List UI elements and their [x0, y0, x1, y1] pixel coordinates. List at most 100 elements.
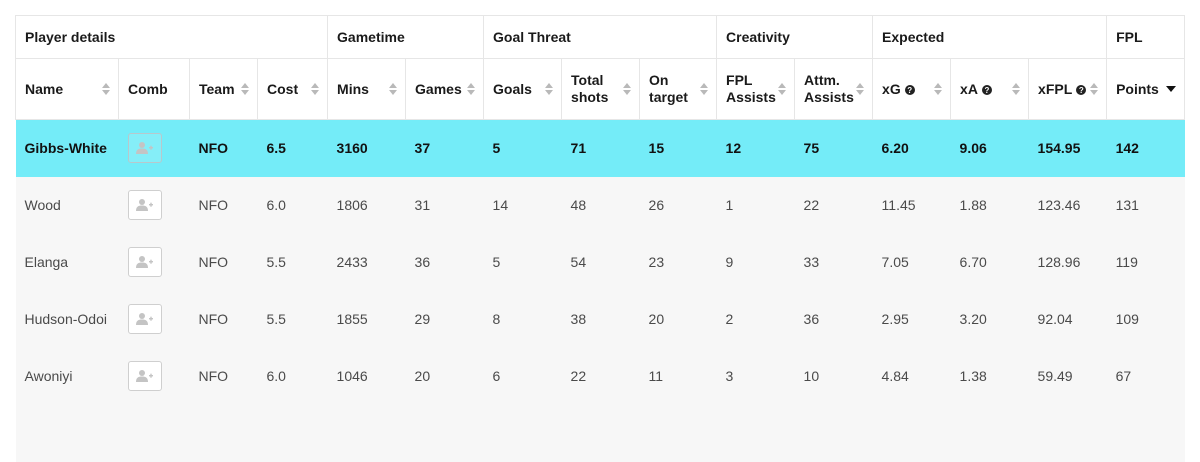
add-user-button[interactable] — [127, 190, 162, 220]
add-user-icon — [135, 370, 153, 382]
col-header-comb: Comb — [118, 58, 190, 120]
col-header-xa[interactable]: xA? — [950, 58, 1030, 120]
col-header-attm-assists[interactable]: Attm. Assists — [794, 58, 874, 120]
cell-comb — [119, 177, 190, 234]
cell-name — [16, 405, 119, 462]
col-header-total-shots[interactable]: Total shots — [561, 58, 641, 120]
cell-name: Awoniyi — [24, 368, 73, 384]
sort-arrows-icon[interactable] — [389, 83, 398, 95]
cell-fpl-assists: 9 — [725, 254, 734, 270]
cell-cost: 5.5 — [266, 311, 286, 327]
add-user-icon — [135, 199, 153, 211]
cell-goals: 14 — [492, 197, 509, 213]
column-group-header-row: Player details Gametime Goal Threat Crea… — [14, 15, 1186, 59]
col-header-xg[interactable]: xG? — [872, 58, 952, 120]
cell-games: 37 — [414, 140, 431, 157]
cell-fpl-assists: 3 — [725, 368, 734, 384]
add-user-button[interactable] — [127, 304, 162, 334]
group-goal-threat: Goal Threat — [483, 15, 718, 59]
col-label-xa: xA — [960, 80, 978, 97]
cell-fpl-assists — [717, 405, 795, 462]
cell-points — [1107, 405, 1185, 462]
sort-arrows-icon[interactable] — [700, 83, 709, 95]
sort-arrows-icon[interactable] — [623, 83, 632, 95]
col-header-on-target[interactable]: On target — [639, 58, 718, 120]
cell-goals: 8 — [492, 311, 501, 327]
col-label-fpl-assists-line1: FPL — [726, 72, 753, 88]
add-user-button[interactable] — [127, 133, 162, 164]
col-header-team[interactable]: Team — [189, 58, 258, 120]
col-label-goals: Goals — [493, 80, 532, 97]
cell-on-target: 26 — [648, 197, 665, 213]
player-stats-table: Player details Gametime Goal Threat Crea… — [14, 15, 1186, 462]
cell-points: 119 — [1115, 254, 1138, 270]
sort-arrows-icon[interactable] — [102, 83, 110, 95]
col-label-total-shots-line1: Total — [571, 72, 604, 88]
cell-mins: 1046 — [336, 368, 368, 384]
cell-cost: 5.5 — [266, 254, 286, 270]
col-label-attm-assists-line1: Attm. — [804, 72, 840, 88]
sort-descending-icon[interactable] — [1166, 86, 1177, 92]
col-label-fpl-assists: FPL Assists — [726, 72, 776, 106]
col-label-xg: xG — [882, 80, 901, 97]
table-row[interactable]: Gibbs-White NFO 6.5 3160 37 5 71 15 12 75 6.20 9.06… — [15, 119, 1185, 177]
table-row[interactable]: Awoniyi NFO 6.0 1046 20 6 22 11 3 10 4.84 1.38 59.49… — [15, 347, 1185, 405]
cell-xg: 2.95 — [881, 311, 909, 327]
col-label-games: Games — [415, 80, 462, 97]
cell-mins: 3160 — [336, 140, 368, 157]
col-label-on-target-line2: target — [649, 89, 688, 105]
cell-comb — [119, 120, 190, 177]
col-header-mins[interactable]: Mins — [327, 58, 407, 120]
sort-arrows-icon[interactable] — [1012, 83, 1021, 95]
cell-team: NFO — [198, 254, 229, 270]
table-row[interactable] — [15, 404, 1185, 462]
cell-name: Wood — [24, 197, 61, 213]
add-user-button[interactable] — [127, 247, 162, 277]
add-user-button[interactable] — [127, 361, 162, 391]
col-header-cost[interactable]: Cost — [257, 58, 329, 120]
col-header-goals[interactable]: Goals — [483, 58, 563, 120]
column-header-row: Name Comb Team Cost Mins Games Goals Tot… — [15, 58, 1186, 120]
cell-attm-assists: 36 — [803, 311, 820, 327]
cell-xa: 1.88 — [959, 197, 987, 213]
cell-games — [406, 405, 484, 462]
question-icon[interactable]: ? — [1076, 85, 1087, 95]
cell-games: 29 — [414, 311, 431, 327]
cell-on-target: 11 — [648, 368, 664, 384]
question-icon[interactable]: ? — [981, 85, 992, 95]
sort-arrows-icon[interactable] — [311, 83, 320, 95]
sort-arrows-icon[interactable] — [934, 83, 943, 95]
sort-arrows-icon[interactable] — [778, 83, 787, 95]
sort-arrows-icon[interactable] — [467, 83, 476, 95]
col-label-total-shots: Total shots — [571, 72, 608, 106]
cell-fpl-assists: 2 — [725, 311, 734, 327]
col-header-fpl-assists[interactable]: FPL Assists — [716, 58, 796, 120]
sort-arrows-icon[interactable] — [1090, 83, 1099, 95]
cell-xg — [873, 405, 951, 462]
col-header-points[interactable]: Points — [1106, 58, 1186, 120]
cell-shots: 71 — [570, 140, 587, 157]
table-row[interactable]: Wood NFO 6.0 1806 31 14 48 26 1 22 11.45 1.88 123.46… — [15, 176, 1185, 234]
cell-attm-assists: 10 — [803, 368, 820, 384]
table-row[interactable]: Elanga NFO 5.5 2433 36 5 54 23 9 33 7.05 6.70 128.96… — [15, 233, 1185, 291]
cell-games: 31 — [414, 197, 431, 213]
col-header-xfpl[interactable]: xFPL? — [1028, 58, 1108, 120]
cell-xfpl — [1029, 405, 1107, 462]
sort-arrows-icon[interactable] — [241, 83, 249, 95]
cell-points: 142 — [1115, 140, 1139, 157]
cell-xa — [951, 405, 1029, 462]
sort-arrows-icon[interactable] — [545, 83, 554, 95]
table-row[interactable]: Hudson-Odoi NFO 5.5 1855 29 8 38 20 2 36 2.95 3.20 9… — [15, 290, 1185, 348]
cell-shots: 54 — [570, 254, 587, 270]
add-user-icon — [135, 313, 153, 325]
cell-xfpl: 92.04 — [1037, 311, 1073, 327]
col-header-name[interactable]: Name — [15, 58, 119, 120]
sort-arrows-icon[interactable] — [856, 83, 865, 95]
col-label-attm-assists: Attm. Assists — [804, 72, 854, 106]
col-label-attm-assists-line2: Assists — [804, 89, 854, 105]
cell-xa: 6.70 — [959, 254, 987, 270]
col-label-total-shots-line2: shots — [571, 89, 609, 105]
group-fpl: FPL — [1106, 15, 1186, 59]
col-header-games[interactable]: Games — [405, 58, 485, 120]
question-icon[interactable]: ? — [904, 85, 915, 95]
